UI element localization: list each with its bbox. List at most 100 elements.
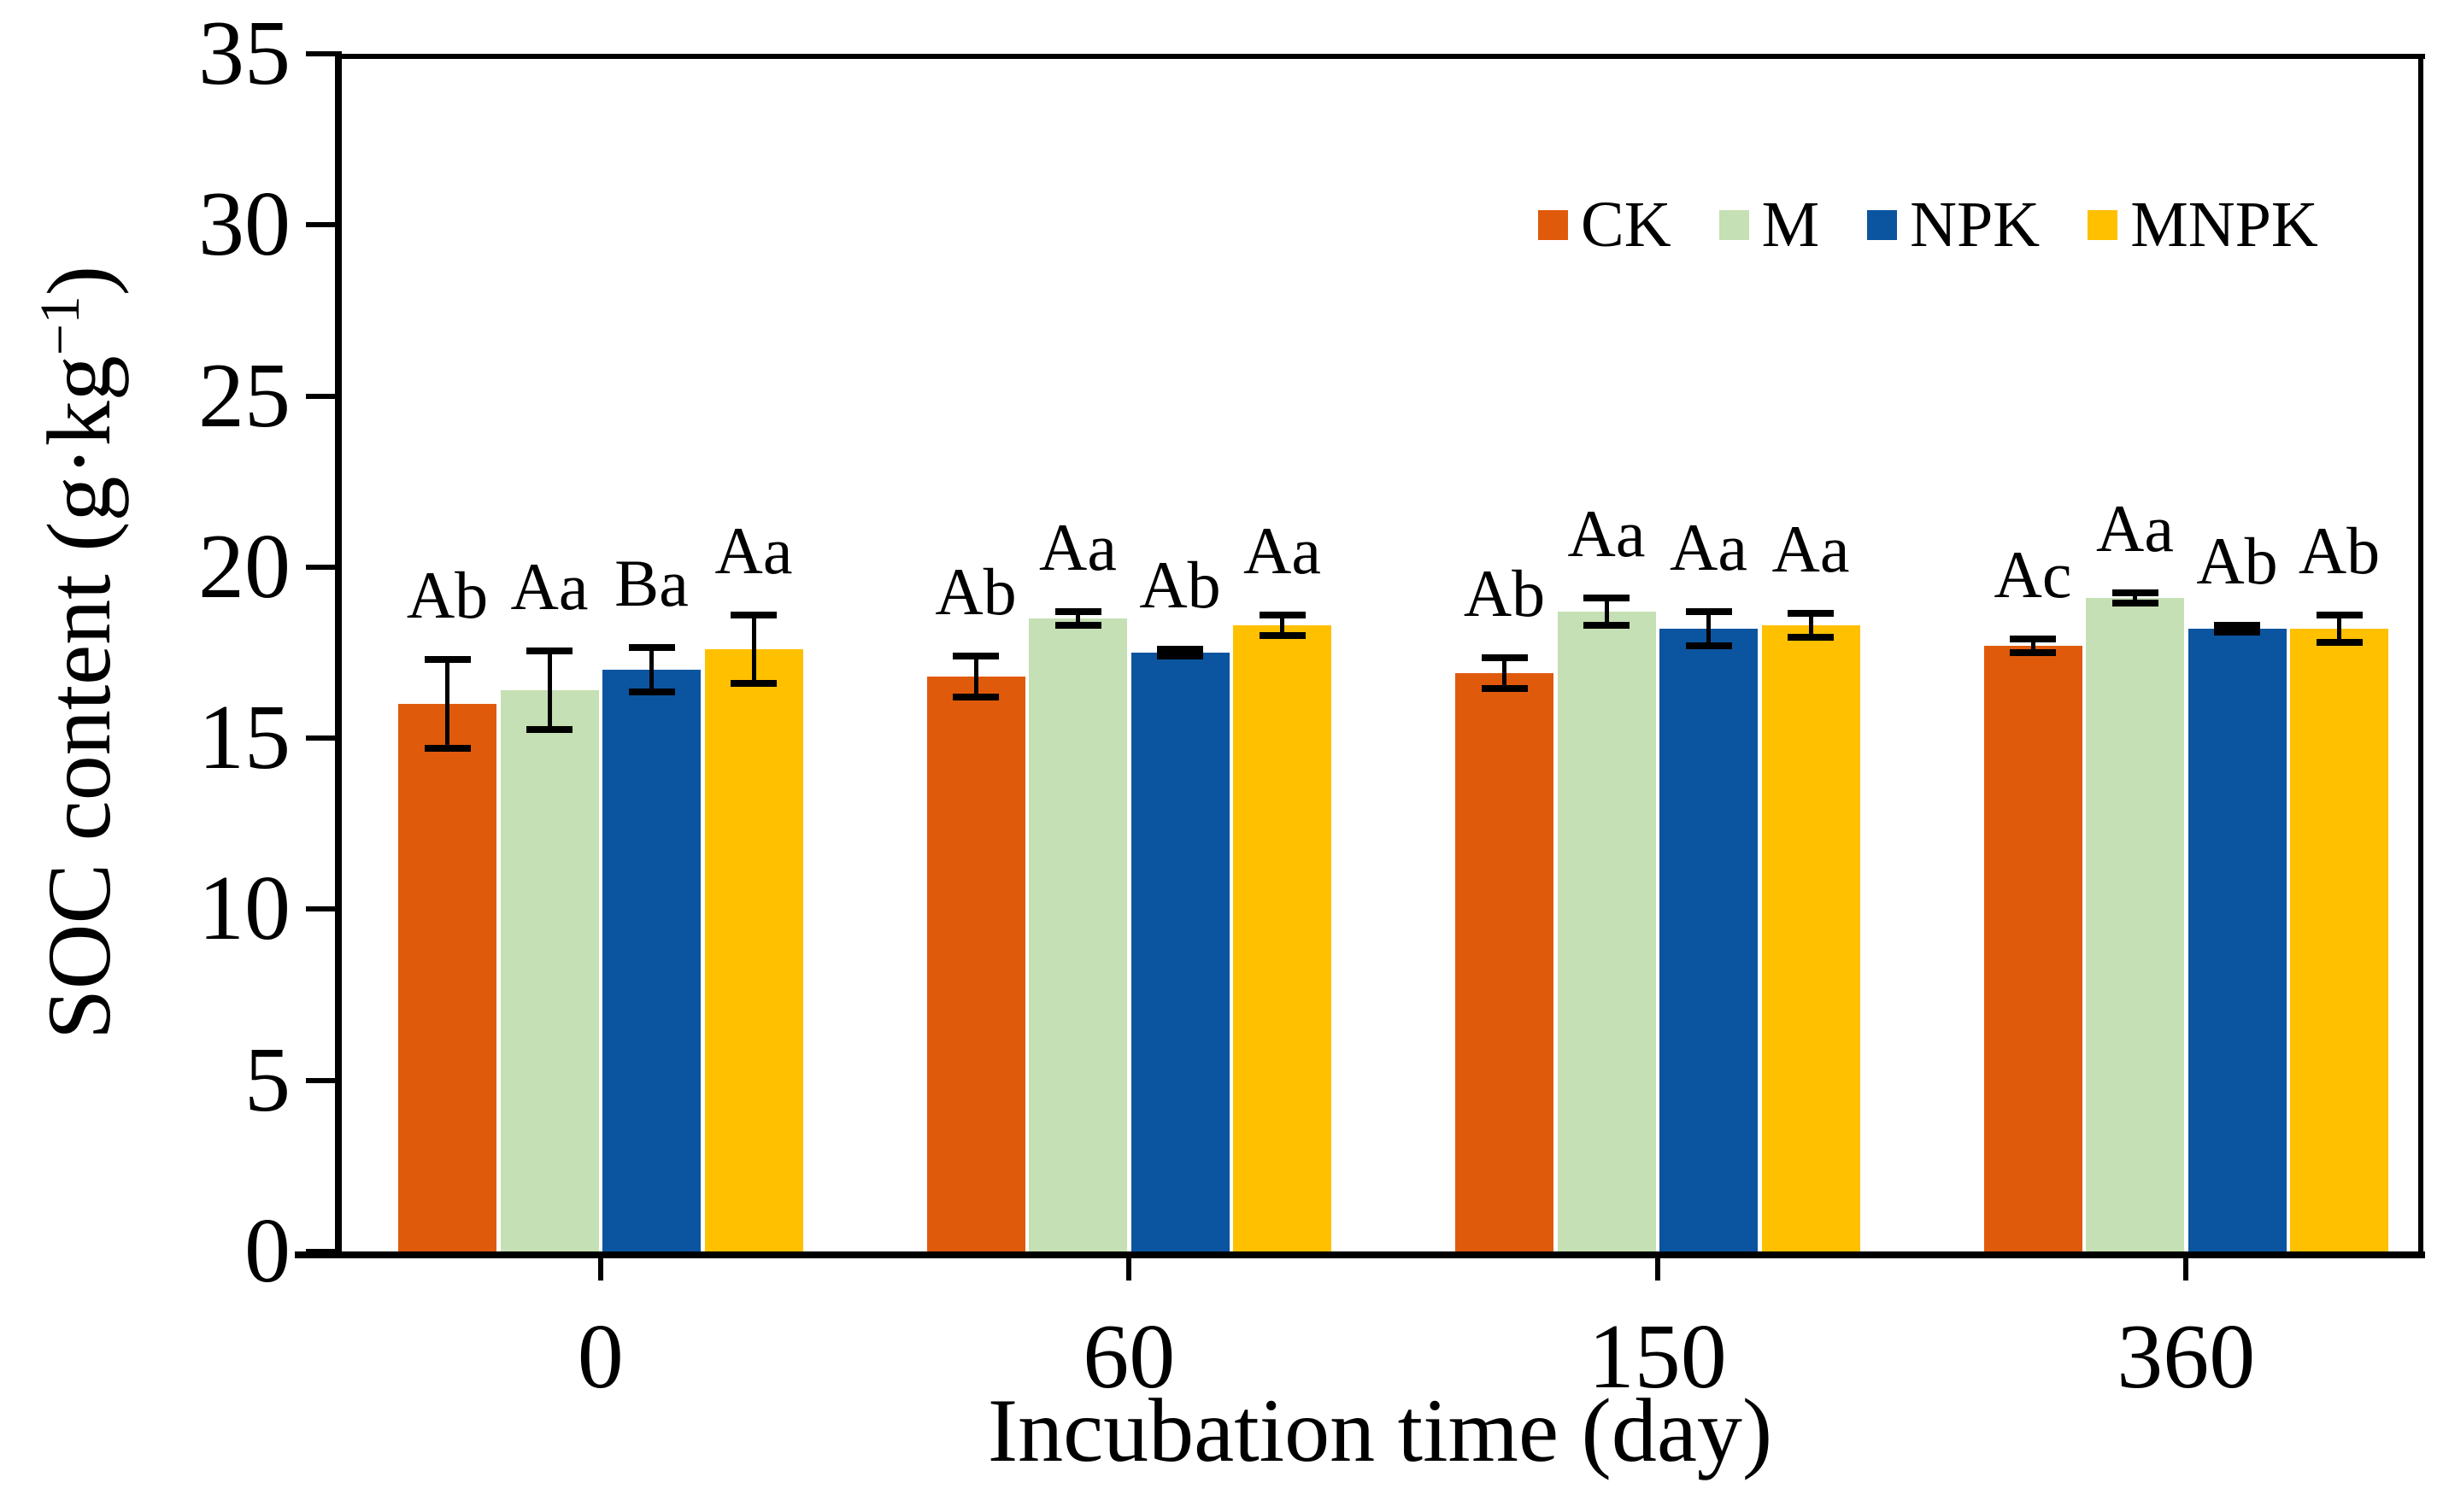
error-bar-CK-day0 xyxy=(445,659,449,749)
bar-M-day360 xyxy=(2086,597,2184,1251)
legend: CK M NPK MNPK xyxy=(1538,192,2318,257)
error-cap-top xyxy=(2316,611,2363,618)
bar-NPK-day150 xyxy=(1659,628,1758,1251)
y-tick-mark xyxy=(306,1249,342,1254)
bar-M-day0 xyxy=(500,690,599,1251)
y-axis-line xyxy=(335,54,342,1258)
error-cap-top xyxy=(1157,645,1203,653)
error-cap-top xyxy=(424,656,471,663)
x-tick-mark xyxy=(597,1251,603,1281)
y-tick-label: 5 xyxy=(244,1029,291,1131)
legend-swatch-CK xyxy=(1538,209,1568,240)
bar-M-day60 xyxy=(1029,618,1127,1251)
legend-item-MNPK: MNPK xyxy=(2088,192,2318,257)
legend-label-CK: CK xyxy=(1581,189,1671,261)
significance-letter: Ab xyxy=(1139,547,1221,622)
error-cap-bottom xyxy=(2111,599,2158,607)
x-axis-line xyxy=(295,1251,2425,1258)
error-cap-bottom xyxy=(1685,642,1732,649)
significance-letter: Ab xyxy=(406,558,489,632)
error-cap-top xyxy=(731,611,777,618)
legend-item-M: M xyxy=(1718,189,1820,261)
error-cap-bottom xyxy=(2010,649,2056,656)
error-bar-M-day0 xyxy=(547,650,552,730)
significance-letter: Aa xyxy=(2096,490,2174,566)
bar-M-day150 xyxy=(1557,611,1656,1251)
significance-letter: Aa xyxy=(714,513,793,588)
error-cap-top xyxy=(2010,635,2056,642)
error-cap-bottom xyxy=(731,680,777,688)
error-cap-bottom xyxy=(2316,638,2363,646)
y-tick-mark xyxy=(306,51,342,56)
x-tick-label: 150 xyxy=(1588,1306,1727,1408)
y-tick-label: 25 xyxy=(198,344,291,447)
bar-MNPK-day150 xyxy=(1761,624,1860,1251)
error-cap-bottom xyxy=(424,745,471,753)
y-tick-mark xyxy=(306,564,342,570)
legend-label-NPK: NPK xyxy=(1910,189,2041,261)
bar-CK-day360 xyxy=(1983,645,2082,1251)
significance-letter: Aa xyxy=(510,548,589,624)
error-cap-bottom xyxy=(526,726,573,734)
error-cap-top xyxy=(2214,621,2260,629)
y-tick-label: 30 xyxy=(198,173,291,276)
y-tick-label: 35 xyxy=(198,3,291,104)
error-cap-bottom xyxy=(1481,685,1528,693)
y-tick-label: 20 xyxy=(198,515,291,618)
error-cap-top xyxy=(1481,654,1528,661)
y-tick-mark xyxy=(306,906,342,912)
significance-letter: Ac xyxy=(1994,536,2072,612)
x-tick-label: 0 xyxy=(577,1306,624,1408)
bar-MNPK-day360 xyxy=(2290,628,2388,1251)
x-axis-title: Incubation time (day) xyxy=(987,1380,1773,1480)
legend-swatch-NPK xyxy=(1867,209,1898,240)
error-bar-CK-day360 xyxy=(2030,638,2035,653)
error-cap-top xyxy=(1259,611,1306,618)
bar-NPK-day60 xyxy=(1130,653,1230,1251)
legend-label-M: M xyxy=(1761,189,1820,261)
legend-swatch-M xyxy=(1718,209,1749,240)
bar-NPK-day360 xyxy=(2188,628,2287,1251)
error-bar-MNPK-day60 xyxy=(1280,614,1284,636)
error-bar-M-day150 xyxy=(1604,597,1609,625)
significance-letter: Aa xyxy=(1771,511,1850,586)
error-cap-bottom xyxy=(628,689,675,696)
legend-label-MNPK: MNPK xyxy=(2130,189,2318,261)
x-tick-label: 360 xyxy=(2117,1306,2256,1408)
significance-letter: Ab xyxy=(2196,523,2278,598)
y-tick-label: 15 xyxy=(198,687,291,789)
legend-item-NPK: NPK xyxy=(1867,192,2040,257)
error-bar-M-day60 xyxy=(1076,611,1080,625)
error-cap-top xyxy=(1054,607,1101,615)
error-bar-NPK-day150 xyxy=(1706,611,1711,646)
bar-CK-day0 xyxy=(398,704,496,1251)
error-cap-bottom xyxy=(1788,633,1834,641)
significance-letter: Aa xyxy=(1039,509,1117,584)
significance-letter: Ab xyxy=(2298,513,2381,588)
error-bar-CK-day60 xyxy=(973,656,978,698)
error-cap-bottom xyxy=(1259,631,1306,639)
x-tick-label: 60 xyxy=(1083,1306,1176,1408)
significance-letter: Aa xyxy=(1243,513,1321,588)
error-cap-bottom xyxy=(2214,628,2260,636)
significance-letter: Ab xyxy=(1463,556,1546,630)
error-cap-top xyxy=(526,647,573,654)
y-tick-mark xyxy=(306,222,342,228)
bar-NPK-day0 xyxy=(602,670,701,1251)
error-cap-top xyxy=(2111,589,2158,596)
error-bar-MNPK-day360 xyxy=(2337,614,2341,642)
significance-letter: Ba xyxy=(614,545,689,620)
bar-MNPK-day0 xyxy=(704,648,803,1251)
significance-letter: Ab xyxy=(935,554,1017,629)
plot-right-border xyxy=(2418,54,2423,1258)
error-cap-top xyxy=(628,643,675,651)
y-tick-mark xyxy=(306,1077,342,1083)
error-cap-bottom xyxy=(953,694,999,701)
plot-top-border xyxy=(335,54,2425,59)
error-bar-MNPK-day150 xyxy=(1808,612,1813,637)
error-bar-MNPK-day0 xyxy=(751,614,756,684)
error-bar-CK-day150 xyxy=(1502,658,1506,689)
y-tick-label: 0 xyxy=(244,1200,291,1302)
bar-CK-day60 xyxy=(926,677,1025,1251)
